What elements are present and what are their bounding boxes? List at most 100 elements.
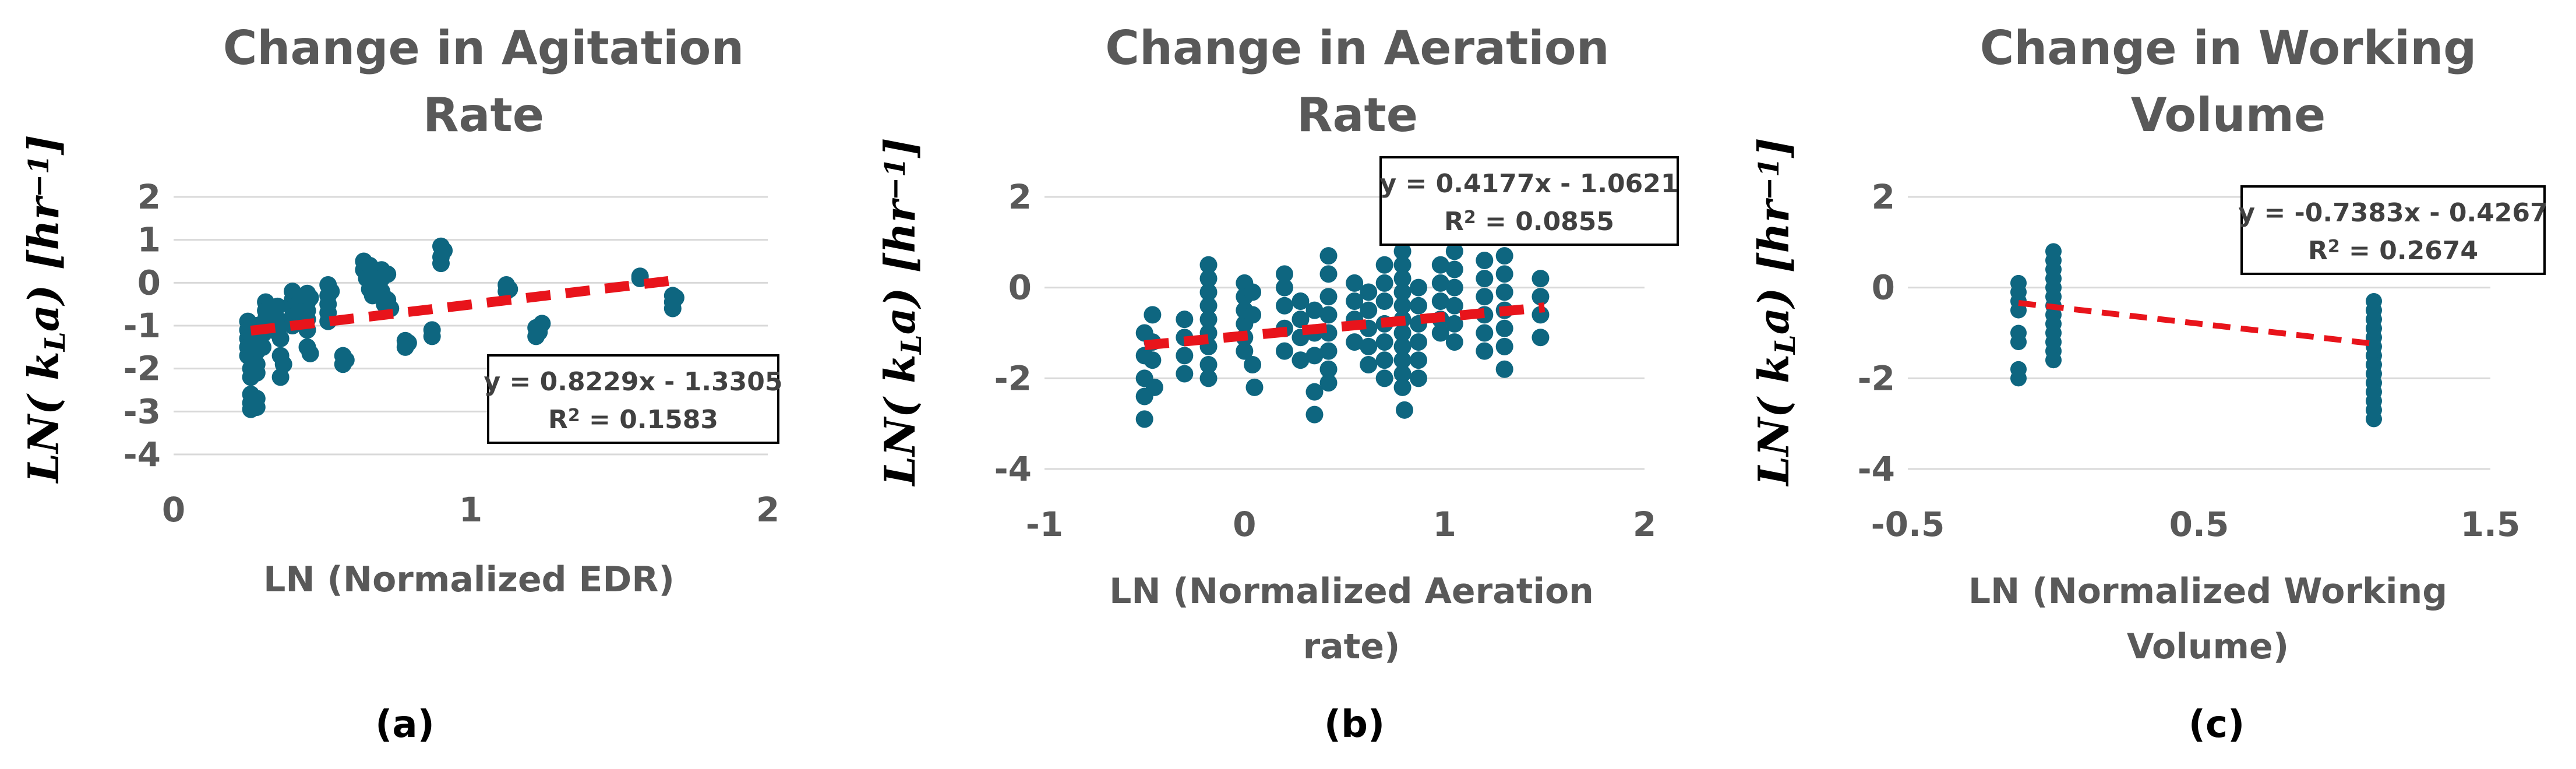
data-point xyxy=(1431,292,1449,311)
x-tick-label: 0 xyxy=(1233,505,1256,544)
data-point xyxy=(1375,333,1393,351)
data-point xyxy=(1445,297,1463,315)
r-squared-sup: 2 xyxy=(2328,237,2340,257)
r-squared-label: R xyxy=(2308,236,2328,266)
data-point xyxy=(1396,401,1413,419)
data-point xyxy=(1495,319,1513,337)
y-axis-label-mid: a) [hr xyxy=(875,197,924,334)
y-axis-label-superscript: −1 xyxy=(23,155,55,198)
y-axis-label-end: ] xyxy=(1749,137,1798,158)
data-point xyxy=(1495,337,1513,355)
data-point xyxy=(1245,378,1264,396)
data-point xyxy=(1410,297,1428,315)
x-tick-label: 0 xyxy=(162,490,185,530)
data-point xyxy=(1145,378,1163,396)
data-point xyxy=(1393,365,1411,383)
data-point xyxy=(1532,288,1550,306)
chart-title-line-1: Change in Agitation xyxy=(223,21,744,75)
x-tick-label: 2 xyxy=(1633,505,1656,544)
svg-text:LN( kLa) [hr−1]: LN( kLa) [hr−1] xyxy=(1749,137,1802,486)
equation-box: y = 0.8229x - 1.3305 R2 = 0.1583 xyxy=(484,354,783,444)
data-point xyxy=(269,297,287,315)
data-point xyxy=(379,265,397,283)
data-point xyxy=(1445,333,1463,351)
data-point xyxy=(1476,288,1494,306)
y-tick-label: 1 xyxy=(137,220,161,260)
x-tick-label: 0.5 xyxy=(2169,505,2229,544)
x-axis-label-line-1: LN (Normalized EDR) xyxy=(263,559,675,600)
data-point xyxy=(500,280,518,298)
y-tick-label: 2 xyxy=(1008,177,1032,217)
data-point xyxy=(1495,265,1513,283)
data-point xyxy=(1319,374,1338,392)
data-point xyxy=(1375,256,1393,274)
r-squared: R2 = 0.1583 xyxy=(548,405,718,435)
data-point xyxy=(1144,351,1162,369)
y-tick-label: -2 xyxy=(1858,358,1895,398)
trendline xyxy=(250,276,673,336)
data-point xyxy=(1495,283,1513,301)
x-axis-label-line-2: Volume) xyxy=(2127,626,2289,667)
data-point xyxy=(248,364,266,382)
data-point xyxy=(1199,270,1218,288)
y-axis-label-subscript: L xyxy=(39,331,72,352)
data-point xyxy=(274,355,292,373)
data-point xyxy=(248,398,266,416)
y-tick-label: -3 xyxy=(123,391,161,431)
data-point xyxy=(1276,297,1293,315)
data-point xyxy=(337,351,355,369)
data-point xyxy=(1476,251,1494,269)
data-point xyxy=(1532,306,1550,324)
data-point xyxy=(1276,342,1293,360)
data-point xyxy=(1393,324,1411,342)
plot-area: 2 0 -2 -4 -0.5 0.5 1.5 xyxy=(1858,177,2521,544)
equation-box: y = 0.4177x - 1.0621 R2 = 0.0855 xyxy=(1379,156,1679,246)
data-point xyxy=(1346,292,1364,311)
y-axis-label-mid: a) [hr xyxy=(1749,197,1798,334)
r-squared: R2 = 0.2674 xyxy=(2308,236,2478,266)
svg-text:LN( kLa) [hr−1]: LN( kLa) [hr−1] xyxy=(875,137,928,486)
data-point xyxy=(1244,283,1262,301)
y-axis-label-superscript: −1 xyxy=(1753,158,1785,201)
chart-title-line-2: Rate xyxy=(423,88,544,142)
y-tick-label: -2 xyxy=(123,349,161,389)
trendline xyxy=(1144,302,1545,351)
data-point xyxy=(435,242,453,260)
x-tick-label: -0.5 xyxy=(1871,505,1945,544)
data-point xyxy=(666,289,684,307)
y-tick-label: 2 xyxy=(137,177,161,217)
data-point xyxy=(1375,292,1393,311)
data-point xyxy=(1244,355,1262,373)
y-axis-label-superscript: −1 xyxy=(879,158,912,201)
y-axis-label-base: LN( k xyxy=(1749,354,1798,486)
y-axis-label-end: ] xyxy=(19,135,68,156)
x-tick-label: 1 xyxy=(1432,505,1456,544)
x-tick-label: 1.5 xyxy=(2461,505,2521,544)
x-tick-label: -1 xyxy=(1026,505,1063,544)
data-point xyxy=(1445,315,1463,333)
y-tick-label: 2 xyxy=(1872,177,1895,217)
x-tick-label: 2 xyxy=(756,490,779,530)
plot-area: 210-1-2-3-40 1 2 xyxy=(123,177,780,530)
data-point xyxy=(1346,274,1364,292)
data-point xyxy=(1319,247,1338,265)
data-point xyxy=(301,289,319,307)
equation-box-frame xyxy=(1379,156,1679,246)
data-point xyxy=(1393,270,1411,288)
y-tick-label: 0 xyxy=(1872,268,1895,308)
x-tick-label: 1 xyxy=(459,490,482,530)
trendline xyxy=(2018,300,2374,347)
panel-label: (c) xyxy=(2189,703,2245,746)
r-squared-value: = 0.1583 xyxy=(580,405,718,435)
y-tick-label: -4 xyxy=(123,435,161,474)
data-point xyxy=(1176,311,1194,329)
data-point xyxy=(1375,274,1393,292)
y-axis-label-subscript: L xyxy=(895,334,928,355)
data-point xyxy=(301,344,319,362)
chart-title-line-1: Change in Aeration xyxy=(1105,21,1609,75)
x-axis-label-line-2: rate) xyxy=(1303,626,1400,667)
data-point xyxy=(1199,311,1218,329)
panel-c: Change in Working Volume 2 0 -2 -4 -0.5 0.5 1.… xyxy=(1749,21,2548,746)
data-point xyxy=(1276,278,1293,297)
data-point xyxy=(1431,274,1449,292)
